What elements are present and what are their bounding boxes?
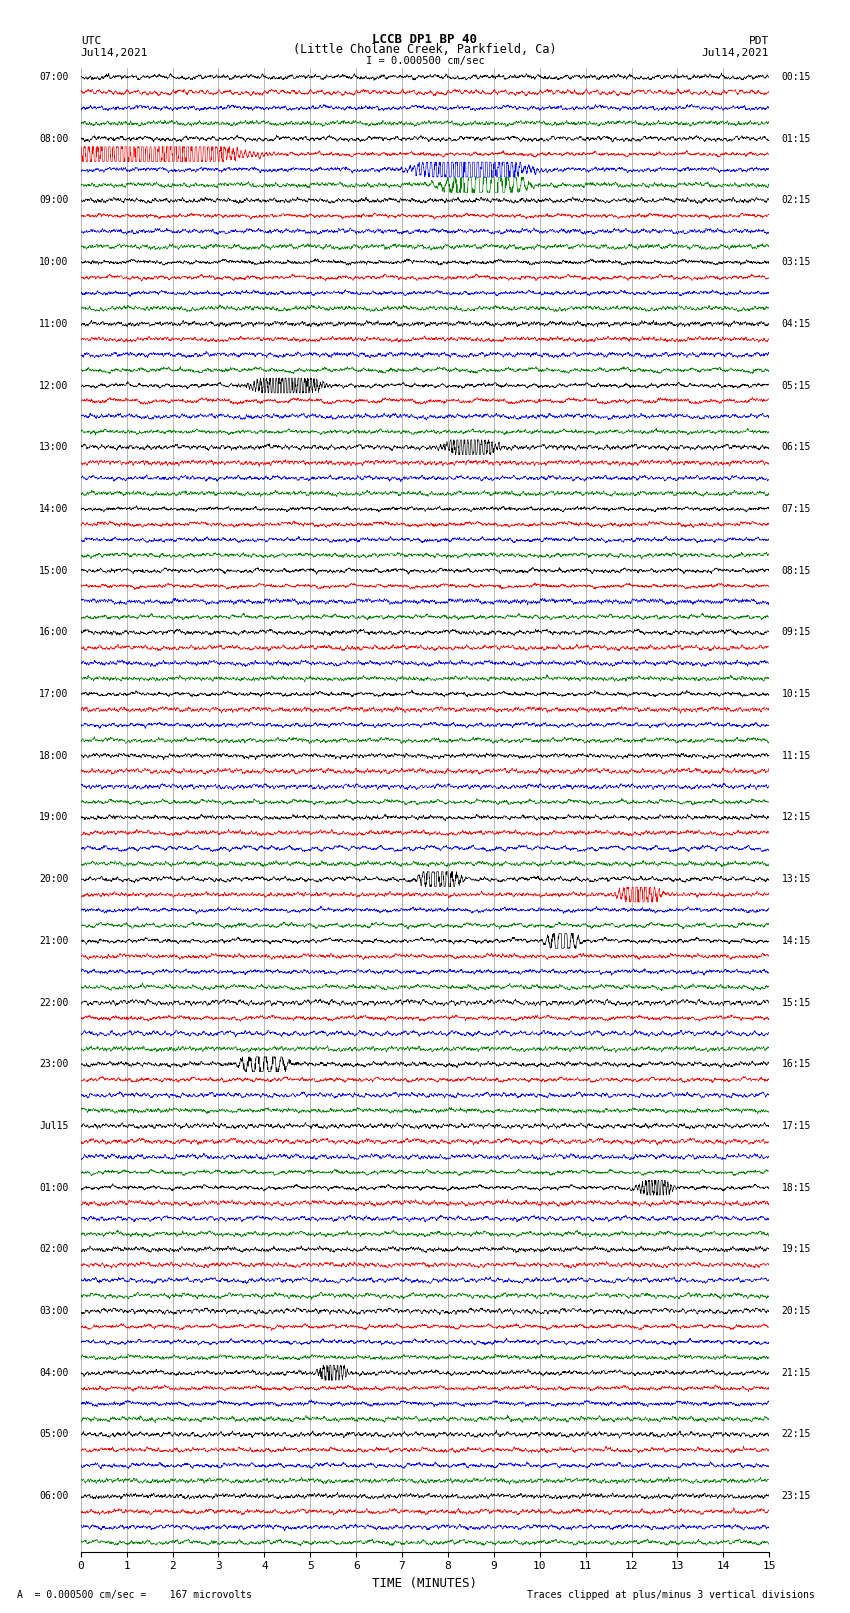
Text: 03:15: 03:15 — [782, 256, 811, 268]
Text: 02:00: 02:00 — [39, 1244, 68, 1255]
Text: 09:15: 09:15 — [782, 627, 811, 637]
Text: 11:00: 11:00 — [39, 319, 68, 329]
Text: LCCB DP1 BP 40: LCCB DP1 BP 40 — [372, 32, 478, 45]
Text: 14:15: 14:15 — [782, 936, 811, 945]
Text: 16:15: 16:15 — [782, 1060, 811, 1069]
Text: (Little Cholane Creek, Parkfield, Ca): (Little Cholane Creek, Parkfield, Ca) — [293, 44, 557, 56]
Text: 15:00: 15:00 — [39, 566, 68, 576]
Text: 18:00: 18:00 — [39, 750, 68, 761]
Text: 05:00: 05:00 — [39, 1429, 68, 1439]
Text: 17:15: 17:15 — [782, 1121, 811, 1131]
Text: 04:00: 04:00 — [39, 1368, 68, 1378]
Text: 06:00: 06:00 — [39, 1490, 68, 1502]
Text: 20:00: 20:00 — [39, 874, 68, 884]
Text: 02:15: 02:15 — [782, 195, 811, 205]
Text: 07:00: 07:00 — [39, 73, 68, 82]
Text: 14:00: 14:00 — [39, 503, 68, 515]
Text: 15:15: 15:15 — [782, 997, 811, 1008]
Text: 10:00: 10:00 — [39, 256, 68, 268]
Text: 23:15: 23:15 — [782, 1490, 811, 1502]
Text: 11:15: 11:15 — [782, 750, 811, 761]
Text: 12:15: 12:15 — [782, 813, 811, 823]
Text: 03:00: 03:00 — [39, 1307, 68, 1316]
Text: 08:00: 08:00 — [39, 134, 68, 144]
Text: A  = 0.000500 cm/sec =    167 microvolts: A = 0.000500 cm/sec = 167 microvolts — [17, 1590, 252, 1600]
Text: 04:15: 04:15 — [782, 319, 811, 329]
Text: 23:00: 23:00 — [39, 1060, 68, 1069]
Text: PDT: PDT — [749, 35, 769, 45]
Text: 05:15: 05:15 — [782, 381, 811, 390]
Text: 22:00: 22:00 — [39, 997, 68, 1008]
Text: 16:00: 16:00 — [39, 627, 68, 637]
Text: 22:15: 22:15 — [782, 1429, 811, 1439]
Text: 13:00: 13:00 — [39, 442, 68, 452]
Text: 17:00: 17:00 — [39, 689, 68, 698]
Text: 21:15: 21:15 — [782, 1368, 811, 1378]
Text: Jul14,2021: Jul14,2021 — [81, 48, 148, 58]
Text: 21:00: 21:00 — [39, 936, 68, 945]
Text: 01:00: 01:00 — [39, 1182, 68, 1192]
Text: 19:15: 19:15 — [782, 1244, 811, 1255]
Text: Jul14,2021: Jul14,2021 — [702, 48, 769, 58]
Text: 00:15: 00:15 — [782, 73, 811, 82]
Text: Jul15: Jul15 — [39, 1121, 68, 1131]
Text: 19:00: 19:00 — [39, 813, 68, 823]
Text: I = 0.000500 cm/sec: I = 0.000500 cm/sec — [366, 56, 484, 66]
Text: 18:15: 18:15 — [782, 1182, 811, 1192]
Text: 06:15: 06:15 — [782, 442, 811, 452]
Text: 09:00: 09:00 — [39, 195, 68, 205]
Text: 01:15: 01:15 — [782, 134, 811, 144]
Text: 13:15: 13:15 — [782, 874, 811, 884]
X-axis label: TIME (MINUTES): TIME (MINUTES) — [372, 1578, 478, 1590]
Text: 10:15: 10:15 — [782, 689, 811, 698]
Text: Traces clipped at plus/minus 3 vertical divisions: Traces clipped at plus/minus 3 vertical … — [527, 1590, 815, 1600]
Text: UTC: UTC — [81, 35, 101, 45]
Text: 12:00: 12:00 — [39, 381, 68, 390]
Text: 07:15: 07:15 — [782, 503, 811, 515]
Text: 08:15: 08:15 — [782, 566, 811, 576]
Text: 20:15: 20:15 — [782, 1307, 811, 1316]
